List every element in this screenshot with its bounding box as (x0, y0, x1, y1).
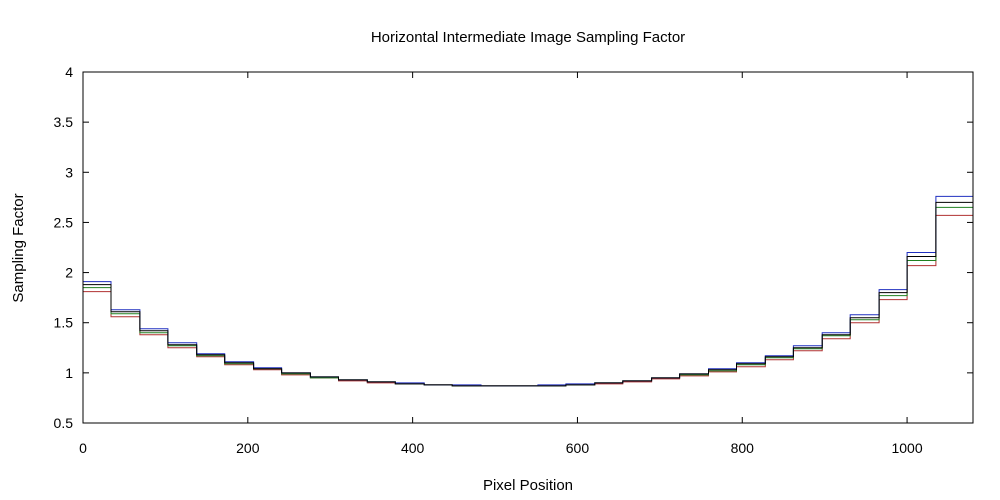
y-tick-label: 1.5 (54, 315, 74, 331)
x-tick-label: 800 (731, 440, 755, 456)
x-tick-label: 400 (401, 440, 425, 456)
series-layer (83, 103, 974, 387)
y-axis-label: Sampling Factor (10, 193, 27, 302)
y-tick-label: 3 (65, 164, 73, 180)
series-line-1 (83, 136, 974, 387)
x-tick-label: 1000 (891, 440, 922, 456)
series-line-4 (83, 122, 974, 387)
y-tick-label: 4 (65, 64, 73, 80)
y-tick-label: 0.5 (54, 415, 74, 431)
x-tick-label: 600 (566, 440, 590, 456)
chart-title: Horizontal Intermediate Image Sampling F… (371, 29, 685, 46)
y-tick-label: 3.5 (54, 114, 74, 130)
x-tick-label: 200 (236, 440, 260, 456)
series-line-3 (83, 103, 974, 387)
y-tick-label: 1 (65, 365, 73, 381)
y-tick-label: 2 (65, 265, 73, 281)
series-line-2 (83, 121, 974, 387)
y-tick-label: 2.5 (54, 214, 74, 230)
tick-layer: 0 200 400 600 800 1000 0.5 1 1.5 2 2.5 3 3.5 4 (54, 64, 973, 456)
x-tick-label: 0 (79, 440, 87, 456)
x-axis-label: Pixel Position (483, 477, 573, 494)
plot-frame (82, 71, 974, 424)
